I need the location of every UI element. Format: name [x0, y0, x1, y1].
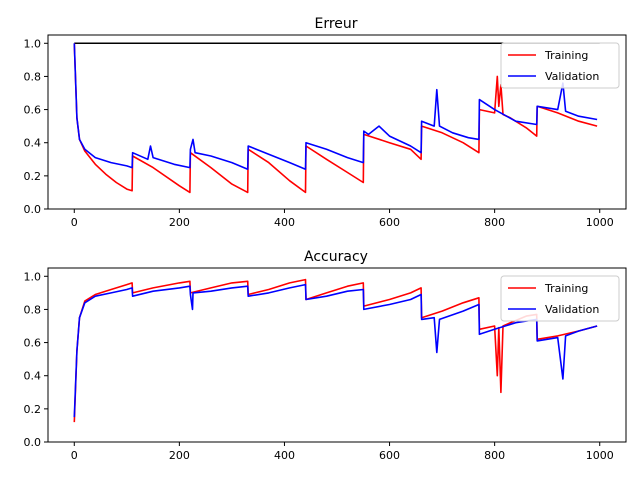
accuracy-xtick-label: 0: [71, 449, 78, 462]
accuracy-ytick-label: 0.8: [24, 303, 42, 316]
erreur-legend-label-validation: Validation: [545, 70, 599, 83]
erreur-xtick-label: 1000: [586, 216, 614, 229]
accuracy-legend-label-training: Training: [544, 282, 588, 295]
erreur-xtick-label: 800: [484, 216, 505, 229]
erreur-title: Erreur: [314, 16, 357, 32]
accuracy-ytick-label: 0.0: [24, 436, 42, 449]
accuracy-axes: Accuracy 0 200 400 600 800 1000 0.0 0.2 0.4 0.6 0.…: [24, 249, 627, 462]
erreur-ytick-label: 0.8: [24, 70, 42, 83]
erreur-series-validation-line: [73, 43, 598, 170]
accuracy-plot-frame: [47, 267, 627, 443]
accuracy-ytick-label: 0.4: [24, 370, 42, 383]
erreur-xtick-label: 600: [379, 216, 400, 229]
accuracy-ytick-label: 0.2: [24, 403, 42, 416]
accuracy-xtick-label: 400: [274, 449, 295, 462]
erreur-plot-frame: [47, 34, 627, 210]
erreur-xtick-label: 0: [71, 216, 78, 229]
accuracy-xtick-label: 600: [379, 449, 400, 462]
accuracy-legend-label-validation: Validation: [545, 303, 599, 316]
erreur-ytick-label: 1.0: [24, 37, 42, 50]
erreur-legend: Training Validation: [500, 42, 620, 89]
erreur-ytick-label: 0.0: [24, 203, 42, 216]
accuracy-ytick-label: 0.6: [24, 337, 42, 350]
accuracy-xtick-label: 1000: [586, 449, 614, 462]
erreur-ytick-label: 0.2: [24, 170, 42, 183]
accuracy-xtick-label: 200: [169, 449, 190, 462]
erreur-ytick-label: 0.6: [24, 104, 42, 117]
accuracy-series-validation-line: [73, 283, 598, 418]
erreur-xtick-label: 200: [169, 216, 190, 229]
accuracy-legend: Training Validation: [500, 275, 620, 322]
erreur-xtick-label: 400: [274, 216, 295, 229]
accuracy-title: Accuracy: [304, 249, 368, 265]
erreur-series-training-line: [73, 43, 598, 194]
accuracy-xtick-label: 800: [484, 449, 505, 462]
erreur-legend-label-training: Training: [544, 49, 588, 62]
accuracy-series-training-line: [73, 278, 598, 423]
accuracy-ytick-label: 1.0: [24, 270, 42, 283]
erreur-axes: Erreur 0 200 400 600 800 1000 0.0 0.2 0.4 0.6 0.8 1…: [24, 16, 627, 229]
erreur-ytick-label: 0.4: [24, 137, 42, 150]
